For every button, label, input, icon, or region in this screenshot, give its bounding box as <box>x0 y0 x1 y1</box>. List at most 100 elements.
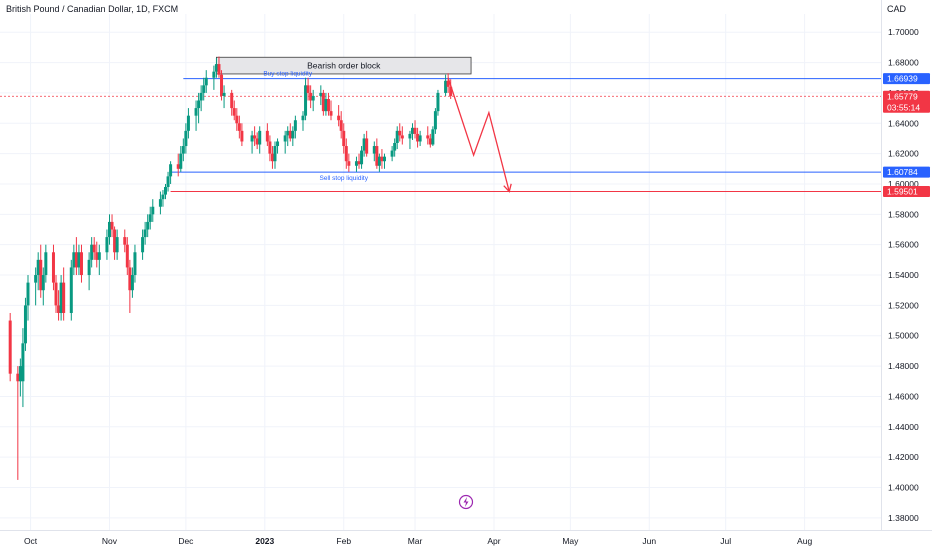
candle-body <box>199 92 203 101</box>
candle-body <box>217 64 221 75</box>
candle-body <box>357 161 361 165</box>
candle-body <box>413 127 417 134</box>
candle-body <box>286 130 290 136</box>
lightning-icon[interactable] <box>458 494 474 510</box>
y-tick-label: 1.50000 <box>888 331 919 341</box>
candle-body <box>151 206 155 215</box>
candle-body <box>418 135 422 142</box>
candle-body <box>293 120 297 131</box>
candle-body <box>204 77 208 86</box>
y-tick-label: 1.44000 <box>888 422 919 432</box>
candle-body <box>253 135 257 139</box>
candle-body <box>398 130 402 136</box>
candle-body <box>92 244 96 253</box>
candle-body <box>428 138 432 145</box>
candle-body <box>41 275 45 291</box>
candle-body <box>301 115 305 121</box>
candle-body <box>143 229 147 238</box>
candle-body <box>123 237 127 245</box>
candle-body <box>436 92 440 112</box>
candle-body <box>133 252 137 276</box>
candle-body <box>39 259 43 291</box>
candle-body <box>59 282 63 313</box>
candle-body <box>176 164 180 169</box>
candle-body <box>382 156 386 162</box>
candle-body <box>141 237 145 253</box>
y-tick-label: 1.46000 <box>888 391 919 401</box>
y-tick-label: 1.54000 <box>888 270 919 280</box>
price-label-bg <box>883 186 930 198</box>
candle-body <box>72 252 76 268</box>
candle-body <box>222 92 226 96</box>
candle-body <box>309 92 313 101</box>
candle-body <box>237 123 241 131</box>
candle-body <box>79 252 83 276</box>
candle-body <box>380 156 384 162</box>
candle-body <box>326 98 330 112</box>
candle-body <box>265 130 269 142</box>
candle-body <box>232 108 236 116</box>
candle-body <box>23 305 27 344</box>
candle-body <box>179 153 183 169</box>
price-label: 1.60784 <box>887 167 918 177</box>
x-tick-label: Apr <box>487 536 500 546</box>
candle-body <box>324 98 328 112</box>
projection-arrowhead <box>503 183 512 193</box>
candle-body <box>77 252 81 268</box>
candle-body <box>161 194 165 200</box>
price-label-bg <box>883 90 930 113</box>
candle-body <box>107 221 111 238</box>
candle-body <box>339 120 343 131</box>
candle-body <box>44 252 48 276</box>
candle-body <box>128 267 132 291</box>
candle-body <box>255 138 259 145</box>
price-label: 1.66939 <box>887 74 918 84</box>
candle-body <box>393 143 397 151</box>
candle-body <box>21 343 25 382</box>
candle-body <box>400 135 404 139</box>
x-tick-label: Jun <box>642 536 656 546</box>
candle-body <box>97 252 101 260</box>
x-tick-label: Oct <box>24 536 38 546</box>
candle-body <box>69 267 73 313</box>
candle-body <box>395 130 399 143</box>
x-tick-label: Jul <box>720 536 731 546</box>
x-tick-label: Aug <box>797 536 812 546</box>
candle-body <box>288 130 292 139</box>
candle-body <box>319 92 323 96</box>
candle-body <box>184 130 188 147</box>
candle-body <box>105 237 109 253</box>
candle-body <box>270 153 274 162</box>
candle-body <box>283 135 287 142</box>
y-tick-label: 1.40000 <box>888 483 919 493</box>
y-tick-label: 1.56000 <box>888 240 919 250</box>
candle-body <box>250 135 254 142</box>
candle-body <box>166 176 170 188</box>
candle-body <box>220 74 224 96</box>
candle-body <box>90 244 94 260</box>
candle-body <box>408 133 412 139</box>
candle-body <box>16 373 20 382</box>
y-tick-label: 1.42000 <box>888 452 919 462</box>
candle-body <box>214 64 218 72</box>
candle-body <box>375 146 379 166</box>
currency-label: CAD <box>886 4 906 14</box>
candle-body <box>169 164 173 177</box>
candle-body <box>347 161 351 166</box>
candle-body <box>337 115 341 121</box>
candle-body <box>186 115 190 131</box>
candle-body <box>148 214 152 222</box>
y-tick-label: 1.48000 <box>888 361 919 371</box>
x-tick-label: Feb <box>336 536 351 546</box>
symbol-title: British Pound / Canadian Dollar, 1D, FXC… <box>6 4 179 14</box>
candle-body <box>329 111 333 116</box>
candle-body <box>362 138 366 151</box>
candle-body <box>51 252 55 283</box>
candle-body <box>115 237 119 253</box>
y-tick-label: 1.70000 <box>888 27 919 37</box>
price-label-bg <box>883 166 930 178</box>
candle-body <box>306 85 310 93</box>
y-tick-label: 1.64000 <box>888 118 919 128</box>
